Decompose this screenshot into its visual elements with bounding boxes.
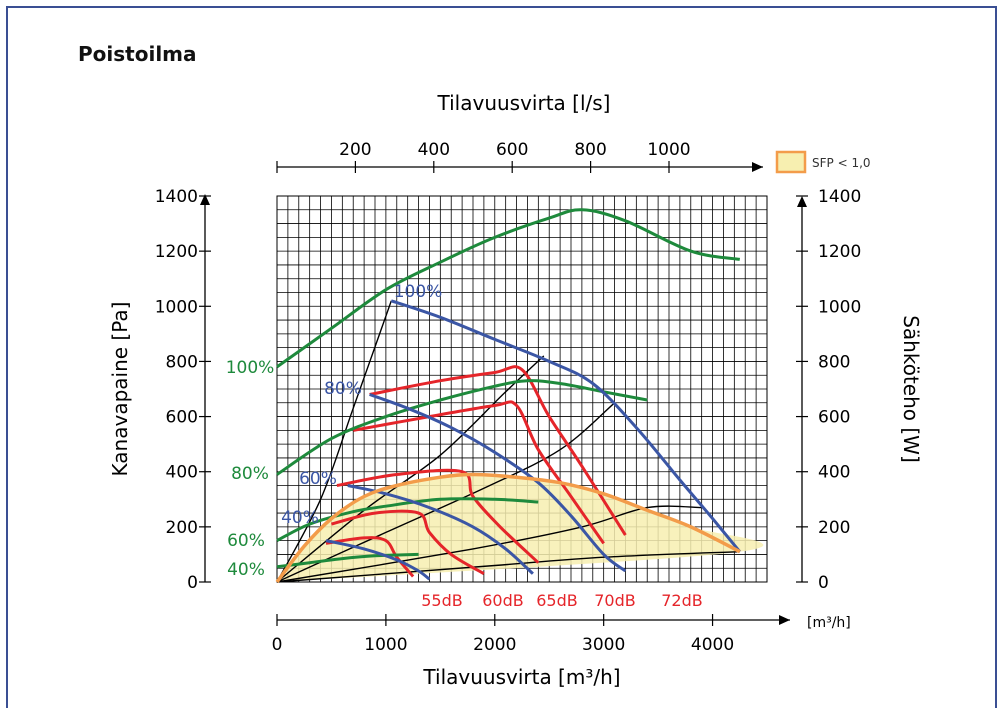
legend-swatch — [775, 150, 807, 174]
y-axis-left-title: Kanavapaine [Pa] — [108, 302, 132, 477]
y-left-tick-label: 200 — [166, 518, 198, 538]
x-axis-title: Tilavuusvirta [m³/h] — [422, 665, 620, 689]
chart-frame — [6, 6, 997, 708]
y-right-tick-label: 1000 — [818, 297, 861, 317]
legend-label: SFP < 1,0 — [812, 156, 871, 170]
x-tick-label: 2000 — [473, 635, 516, 655]
pressure-curve-40pct — [325, 539, 431, 581]
y-right-tick-label: 1400 — [818, 187, 861, 207]
chart-curves — [275, 208, 741, 584]
y-left-tick-label: 1400 — [155, 187, 198, 207]
y-right-tick-label: 600 — [818, 408, 850, 428]
x-unit-label: [m³/h] — [807, 615, 851, 631]
pressure-curve-60pct — [347, 484, 534, 575]
pressure-curve-100pct — [390, 299, 741, 553]
pressure-label-40pct: 40% — [281, 508, 319, 528]
y-right-tick-label: 400 — [818, 463, 850, 483]
y-right-tick-label: 1200 — [818, 242, 861, 262]
y-left-tick-label: 0 — [187, 573, 198, 593]
system-curve — [276, 551, 740, 583]
x-axis-arrow — [779, 615, 790, 625]
pressure-label-60pct: 60% — [299, 469, 337, 489]
pressure-curve-80pct — [369, 393, 627, 573]
power-label-40pct: 40% — [227, 560, 265, 580]
chart-labels: 100% 80% 60% 40% 100% 80% 60% 40% 55dB 60dB 65dB 70… — [226, 282, 703, 610]
y-left-tick-label: 1200 — [155, 242, 198, 262]
top-tick-label: 1000 — [647, 140, 690, 160]
sound-label-55dB: 55dB — [421, 591, 463, 610]
y-left-tick-label: 1000 — [155, 297, 198, 317]
x-tick-label: 4000 — [691, 635, 734, 655]
sound-curve-65dB — [336, 468, 540, 564]
top-tick-label: 800 — [574, 140, 606, 160]
power-curve-80pct — [276, 379, 648, 476]
power-curve-100pct — [276, 208, 741, 369]
sound-curve-60dB — [331, 509, 485, 575]
x-tick-label: 0 — [272, 635, 283, 655]
sound-label-65dB: 65dB — [536, 591, 578, 610]
top-tick-label: 600 — [496, 140, 528, 160]
y-right-tick-label: 800 — [818, 352, 850, 372]
power-label-60pct: 60% — [227, 531, 265, 551]
y-axis-right-title: Sähköteho [W] — [899, 315, 923, 463]
pressure-label-80pct: 80% — [324, 379, 362, 399]
chart-axes: 0 1000 2000 3000 4000[m³/h]Tilavuusvirta [m³… — [108, 91, 923, 689]
page-title: Poistoilma — [78, 42, 197, 66]
x-tick-label: 1000 — [364, 635, 407, 655]
top-tick-label: 200 — [339, 140, 371, 160]
top-axis-arrow — [752, 162, 763, 172]
y-axis-right-arrow — [797, 196, 807, 207]
power-curve-60pct — [276, 497, 539, 542]
power-label-80pct: 80% — [231, 464, 269, 484]
system-curve — [276, 355, 545, 583]
x-tick-label: 3000 — [582, 635, 625, 655]
sound-label-72dB: 72dB — [661, 591, 703, 610]
y-left-tick-label: 800 — [166, 352, 198, 372]
sound-label-60dB: 60dB — [482, 591, 524, 610]
sound-curve-72dB — [369, 365, 627, 536]
system-curve — [276, 505, 702, 583]
top-axis-title: Tilavuusvirta [l/s] — [437, 91, 611, 115]
y-right-tick-label: 0 — [818, 573, 829, 593]
power-label-100pct: 100% — [226, 358, 275, 378]
system-curve — [276, 402, 616, 583]
y-axis-left-arrow — [200, 194, 210, 205]
sound-label-70dB: 70dB — [594, 591, 636, 610]
y-left-tick-label: 400 — [166, 463, 198, 483]
system-curve — [276, 300, 392, 583]
pressure-label-100pct: 100% — [394, 282, 443, 302]
y-left-tick-label: 600 — [166, 408, 198, 428]
sfp-boundary-curve — [275, 472, 741, 584]
top-tick-label: 400 — [418, 140, 450, 160]
y-right-tick-label: 200 — [818, 518, 850, 538]
